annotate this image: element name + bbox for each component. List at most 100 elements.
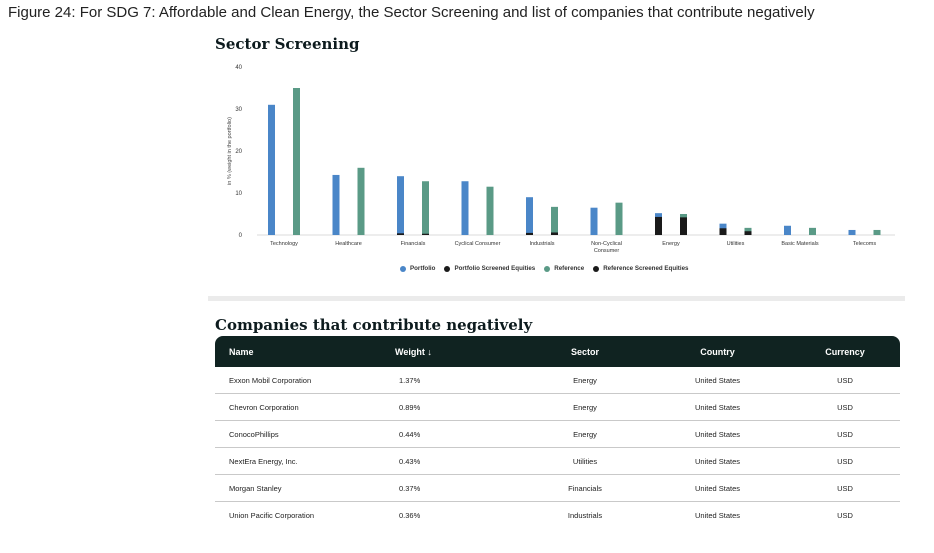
- y-tick-label: 30: [235, 107, 242, 113]
- x-tick-label: Cyclical Consumer: [455, 241, 501, 247]
- table-row: Chevron Corporation 0.89% Energy United …: [215, 394, 900, 421]
- bar-reference: [551, 206, 558, 235]
- bar-portfolio: [590, 207, 598, 235]
- table-row: ConocoPhillips 0.44% Energy United State…: [215, 421, 900, 448]
- y-tick-label: 10: [235, 191, 242, 197]
- bar-portfolio-screened: [397, 233, 404, 235]
- y-axis-label: in % (weight in the portfolio): [227, 117, 233, 185]
- cell-currency: USD: [837, 483, 853, 493]
- bar-portfolio: [461, 181, 469, 235]
- legend-item-portfolio: Portfolio: [400, 265, 435, 272]
- bar-portfolio: [526, 197, 533, 235]
- legend-label: Portfolio Screened Equities: [454, 265, 536, 272]
- bar-reference: [293, 88, 300, 235]
- figure-caption: Figure 24: For SDG 7: Affordable and Cle…: [8, 4, 815, 21]
- legend-label: Reference Screened Equities: [603, 265, 689, 272]
- y-tick-label: 20: [235, 149, 242, 155]
- cell-sector: Utilities: [572, 456, 598, 466]
- x-tick-label: Energy: [662, 241, 680, 247]
- header-weight-sort[interactable]: Weight ↓: [395, 346, 432, 357]
- table-row: Union Pacific Corporation 0.36% Industri…: [215, 502, 900, 528]
- cell-country: United States: [694, 456, 741, 466]
- table-title: Companies that contribute negatively: [215, 316, 533, 334]
- cell-currency: USD: [837, 402, 853, 412]
- cell-sector: Energy: [573, 375, 597, 385]
- x-tick-label: Telecoms: [853, 241, 876, 247]
- x-tick-label: Basic Materials: [781, 241, 819, 247]
- bar-reference-screened: [680, 217, 687, 235]
- cell-currency: USD: [837, 429, 853, 439]
- y-tick-label: 40: [235, 65, 242, 71]
- legend-item-portfolio-screened: Portfolio Screened Equities: [444, 265, 535, 272]
- cell-sector: Financials: [568, 483, 602, 493]
- x-tick-label: Industrials: [529, 241, 554, 247]
- chart-title: Sector Screening: [215, 35, 360, 53]
- bar-portfolio: [397, 176, 404, 235]
- bar-reference: [422, 181, 429, 235]
- legend-item-reference: Reference: [544, 265, 584, 272]
- cell-name: Union Pacific Corporation: [229, 510, 315, 520]
- header-name[interactable]: Name: [229, 346, 254, 357]
- bar-reference-screened: [744, 231, 752, 235]
- cell-currency: USD: [837, 456, 853, 466]
- legend-swatch-portfolio: [400, 265, 406, 272]
- x-tick-label: Utilities: [727, 241, 745, 247]
- legend-label: Reference: [554, 265, 585, 272]
- bar-portfolio: [784, 225, 791, 235]
- x-tick-label: Technology: [270, 241, 298, 247]
- cell-weight: 0.36%: [399, 510, 421, 520]
- legend-label: Portfolio: [410, 265, 436, 272]
- x-tick-label: Consumer: [594, 248, 620, 254]
- cell-sector: Energy: [573, 429, 597, 439]
- cell-name: Chevron Corporation: [229, 402, 299, 412]
- bar-reference: [809, 227, 816, 235]
- table-row: Exxon Mobil Corporation 1.37% Energy Uni…: [215, 367, 900, 394]
- legend-swatch-portfolio-screened: [444, 265, 451, 272]
- bar-reference-screened: [551, 232, 558, 235]
- header-currency[interactable]: Currency: [825, 346, 865, 357]
- table-header: Name Weight ↓ Sector Country Currency: [215, 336, 900, 367]
- cell-name: ConocoPhillips: [229, 429, 279, 439]
- bar-portfolio: [268, 104, 275, 235]
- bar-reference: [357, 167, 365, 235]
- cell-currency: USD: [837, 510, 853, 520]
- cell-country: United States: [694, 429, 741, 439]
- bar-reference-screened: [422, 233, 429, 235]
- cell-weight: 0.89%: [399, 402, 421, 412]
- cell-weight: 0.44%: [399, 429, 421, 439]
- bar-portfolio-screened: [655, 216, 662, 235]
- x-tick-label: Healthcare: [335, 241, 362, 247]
- bar-portfolio-screened: [719, 228, 727, 235]
- bar-portfolio: [332, 174, 340, 235]
- companies-table: Name Weight ↓ Sector Country Currency Ex…: [215, 336, 900, 528]
- bar-portfolio: [848, 229, 856, 235]
- cell-country: United States: [694, 402, 741, 412]
- cell-name: Exxon Mobil Corporation: [229, 375, 312, 385]
- legend-item-reference-screened: Reference Screened Equities: [593, 265, 688, 272]
- cell-name: Morgan Stanley: [229, 483, 282, 493]
- sector-screening-chart: 0 10 20 30 40 in % (weight in the portfolio) T…: [227, 65, 895, 254]
- cell-country: United States: [694, 375, 741, 385]
- cell-weight: 0.43%: [399, 456, 421, 466]
- cell-country: United States: [694, 483, 741, 493]
- bar-reference: [486, 186, 494, 235]
- bar-reference: [873, 229, 881, 235]
- cell-name: NextEra Energy, Inc.: [229, 456, 298, 466]
- cell-weight: 1.37%: [399, 375, 421, 385]
- bar-portfolio-screened: [526, 232, 533, 235]
- table-row: NextEra Energy, Inc. 0.43% Utilities Uni…: [215, 448, 900, 475]
- chart-legend: Portfolio Portfolio Screened Equities Re…: [400, 265, 697, 272]
- header-country[interactable]: Country: [700, 346, 735, 357]
- table-row: Morgan Stanley 0.37% Financials United S…: [215, 475, 900, 502]
- cell-country: United States: [694, 510, 741, 520]
- cell-weight: 0.37%: [399, 483, 421, 493]
- header-sector[interactable]: Sector: [570, 346, 599, 357]
- x-tick-label: Non-Cyclical: [591, 241, 622, 247]
- y-tick-label: 0: [239, 233, 243, 239]
- cell-sector: Industrials: [567, 510, 603, 520]
- legend-swatch-reference-screened: [593, 265, 600, 272]
- section-divider: [208, 296, 905, 301]
- cell-sector: Energy: [573, 402, 597, 412]
- bar-reference: [615, 202, 623, 235]
- x-tick-label: Financials: [401, 241, 426, 247]
